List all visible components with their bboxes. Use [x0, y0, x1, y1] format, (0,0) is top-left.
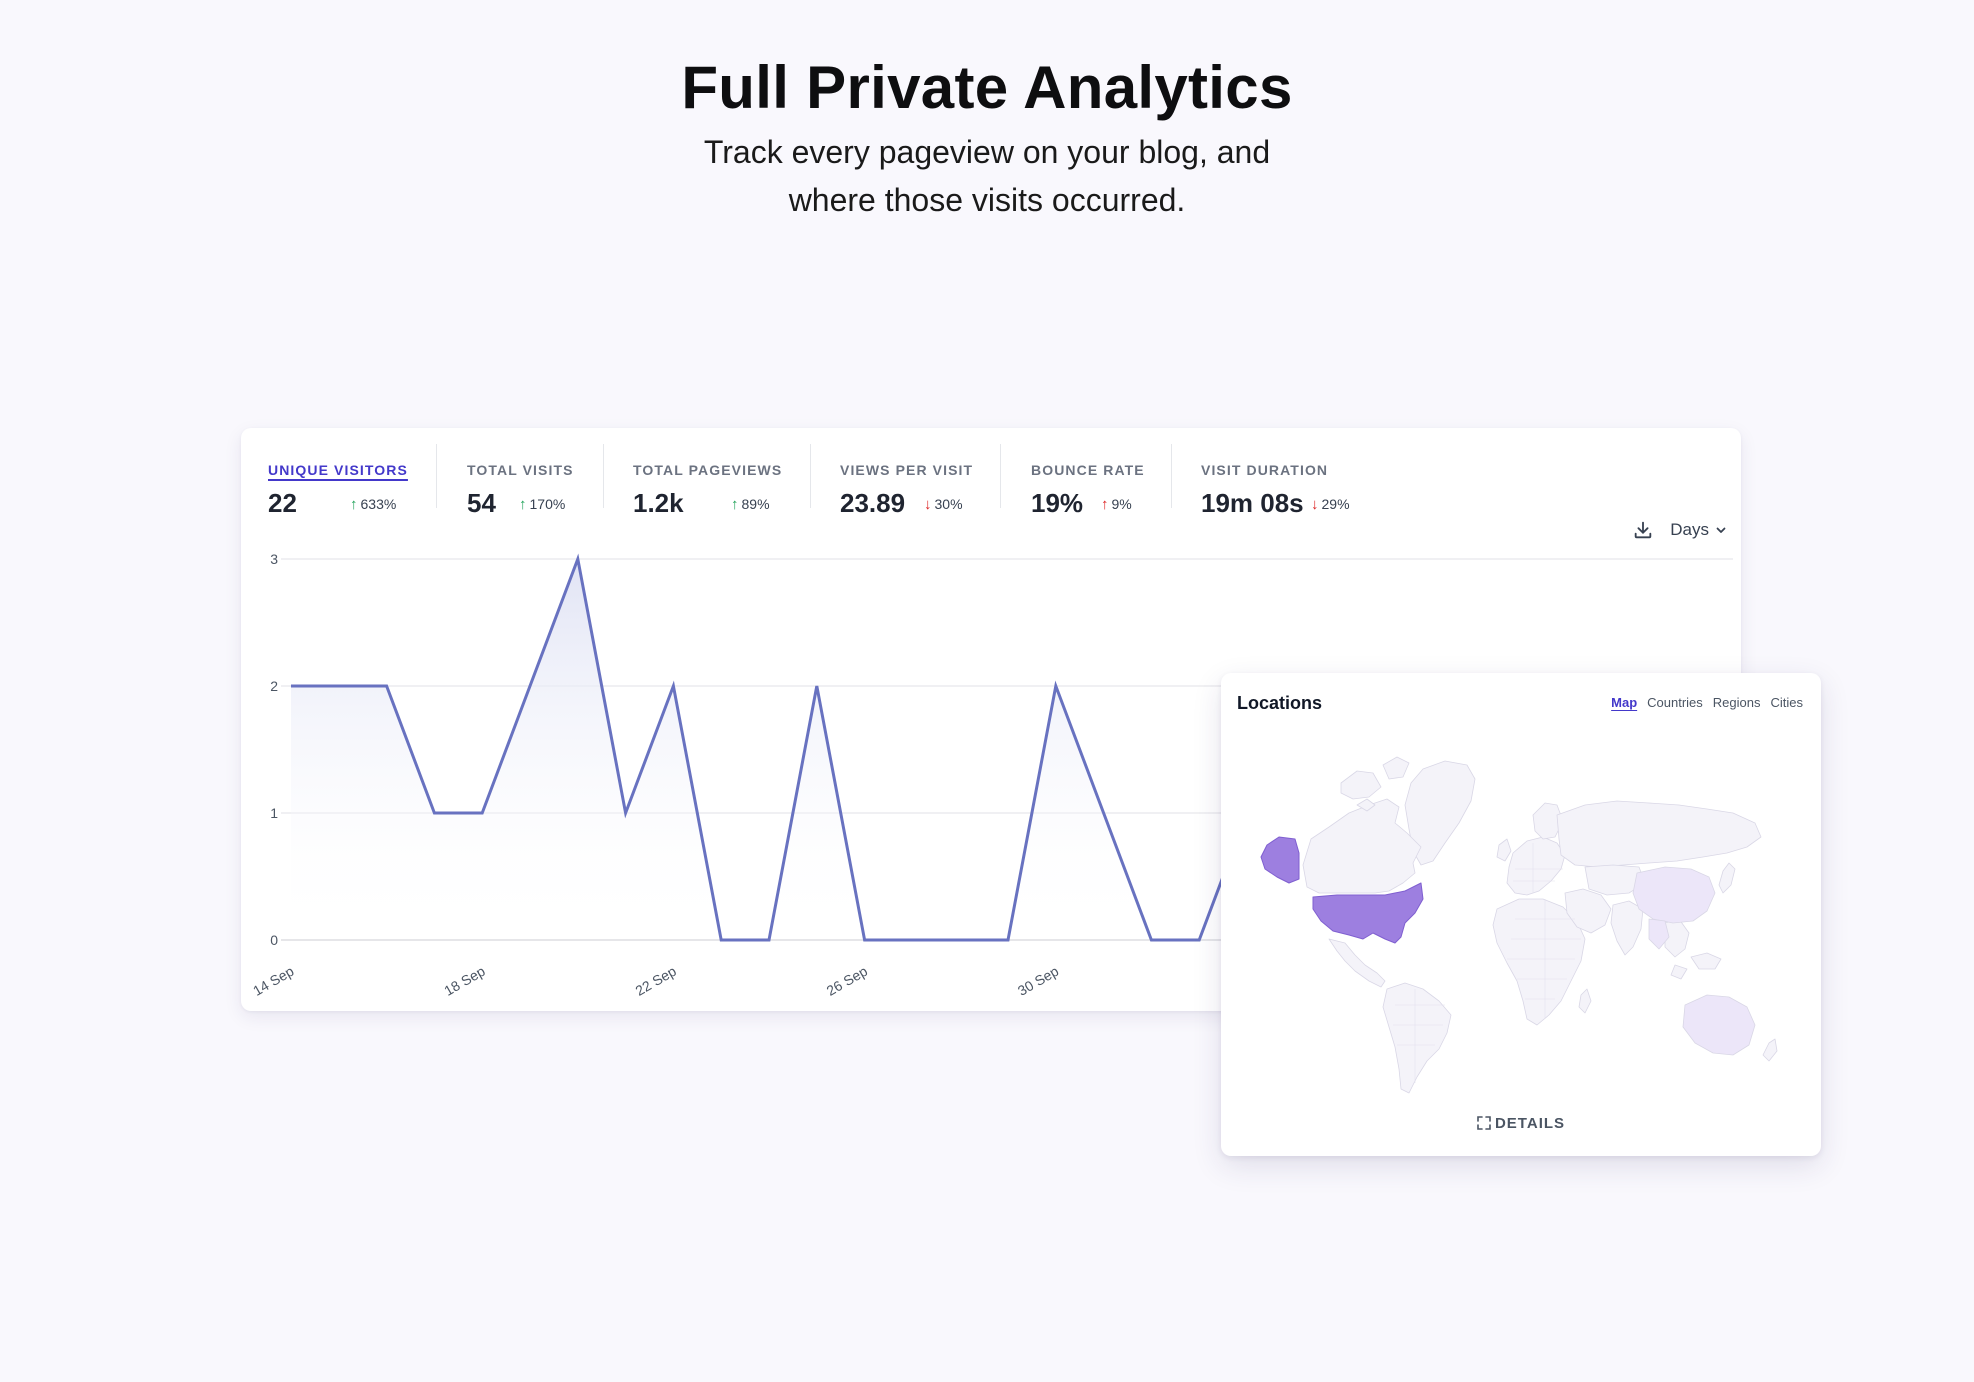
metric-value: 1.2k	[633, 488, 684, 518]
metric-value: 19%	[1031, 488, 1084, 518]
metric-change: ↑ 170%	[519, 496, 565, 513]
metric-change: ↑ 89%	[731, 496, 770, 513]
interval-label: Days	[1670, 520, 1709, 539]
map-region-africa[interactable]	[1492, 898, 1586, 1026]
map-region-madagascar[interactable]	[1578, 988, 1592, 1014]
x-axis: 14 Sep 18 Sep 22 Sep 26 Sep 30 Sep	[250, 963, 1061, 999]
arrow-up-icon: ↑	[1101, 496, 1109, 513]
metric-label: BOUNCE RATE	[1031, 462, 1145, 478]
map-region-japan[interactable]	[1718, 862, 1736, 894]
details-label: DETAILS	[1494, 1115, 1566, 1132]
tab-bounce-rate[interactable]: BOUNCE RATE 19% ↑ 9%	[1031, 446, 1151, 522]
metric-label: TOTAL VISITS	[467, 462, 574, 478]
divider	[436, 444, 437, 508]
page-subtitle: Track every pageview on your blog, and w…	[0, 128, 1974, 224]
metric-change-value: 9%	[1111, 496, 1132, 512]
map-region-middle-east[interactable]	[1564, 888, 1612, 934]
map-region-greenland[interactable]	[1404, 760, 1476, 866]
y-tick-label: 2	[270, 678, 278, 694]
map-region-russia[interactable]	[1556, 800, 1762, 868]
map-region-mexico[interactable]	[1328, 938, 1386, 988]
divider	[1000, 444, 1001, 508]
locations-tabs: Map Countries Regions Cities	[1611, 695, 1803, 710]
arrow-down-icon: ↓	[924, 496, 932, 513]
y-tick-label: 1	[270, 805, 278, 821]
map-region-new-zealand[interactable]	[1762, 1038, 1778, 1062]
metric-change-value: 633%	[360, 496, 397, 512]
x-tick-label: 30 Sep	[1015, 963, 1062, 999]
y-axis: 0 1 2 3	[270, 551, 278, 948]
metric-change: ↓ 30%	[924, 496, 963, 513]
metric-value: 54	[467, 488, 496, 518]
map-region-uk[interactable]	[1496, 838, 1512, 862]
metric-change-value: 89%	[741, 496, 770, 512]
expand-icon	[1477, 1116, 1491, 1130]
metric-change: ↑ 633%	[350, 496, 396, 513]
map-region-alaska[interactable]	[1260, 836, 1300, 884]
tab-visit-duration[interactable]: VISIT DURATION 19m 08s ↓ 29%	[1201, 446, 1381, 522]
tab-regions[interactable]: Regions	[1712, 695, 1761, 710]
arrow-down-icon: ↓	[1311, 496, 1319, 513]
x-tick-label: 18 Sep	[441, 963, 488, 999]
x-tick-label: 14 Sep	[250, 963, 297, 999]
metric-change-value: 170%	[529, 496, 566, 512]
metric-label: UNIQUE VISITORS	[268, 462, 408, 478]
divider	[810, 444, 811, 508]
metric-label: VISIT DURATION	[1201, 462, 1329, 478]
map-region-usa[interactable]	[1312, 882, 1424, 944]
map-region-south-america[interactable]	[1382, 982, 1452, 1094]
subtitle-line-1: Track every pageview on your blog, and	[703, 134, 1271, 170]
divider	[603, 444, 604, 508]
map-region-india[interactable]	[1610, 900, 1644, 956]
tab-views-per-visit[interactable]: VIEWS PER VISIT 23.89 ↓ 30%	[840, 446, 980, 522]
x-tick-label: 22 Sep	[632, 963, 679, 999]
map-region-australia[interactable]	[1682, 994, 1756, 1056]
tab-total-visits[interactable]: TOTAL VISITS 54 ↑ 170%	[467, 446, 587, 522]
world-map[interactable]	[1245, 743, 1797, 1103]
y-tick-label: 0	[270, 932, 278, 948]
arrow-up-icon: ↑	[350, 496, 358, 513]
divider	[1171, 444, 1172, 508]
tab-cities[interactable]: Cities	[1770, 695, 1803, 710]
tab-countries[interactable]: Countries	[1647, 695, 1703, 710]
y-tick-label: 3	[270, 551, 278, 567]
tab-unique-visitors[interactable]: UNIQUE VISITORS 22 ↑ 633%	[268, 446, 408, 522]
metric-value: 22	[268, 488, 297, 518]
metric-tabs: UNIQUE VISITORS 22 ↑ 633% TOTAL VISITS 54…	[241, 428, 1741, 528]
interval-picker[interactable]: Days	[1670, 520, 1727, 540]
locations-title: Locations	[1237, 693, 1323, 713]
metric-change-value: 29%	[1321, 496, 1350, 512]
metric-change-value: 30%	[934, 496, 963, 512]
download-icon[interactable]	[1632, 519, 1654, 541]
tab-total-pageviews[interactable]: TOTAL PAGEVIEWS 1.2k ↑ 89%	[633, 446, 783, 522]
page-title: Full Private Analytics	[681, 54, 1293, 121]
metric-label: TOTAL PAGEVIEWS	[633, 462, 783, 478]
arrow-up-icon: ↑	[731, 496, 739, 513]
metric-change: ↑ 9%	[1101, 496, 1132, 513]
metric-label: VIEWS PER VISIT	[840, 462, 974, 478]
subtitle-line-2: where those visits occurred.	[788, 182, 1186, 218]
map-region-indochina[interactable]	[1648, 918, 1670, 950]
map-region-arctic-islands[interactable]	[1340, 756, 1410, 812]
chart-controls: Days	[1632, 516, 1727, 544]
metric-change: ↓ 29%	[1311, 496, 1350, 513]
map-region-china[interactable]	[1632, 866, 1716, 924]
map-region-canada[interactable]	[1302, 798, 1422, 894]
metric-value: 23.89	[840, 488, 906, 518]
tab-map[interactable]: Map	[1611, 695, 1638, 710]
details-button[interactable]: DETAILS	[1221, 1115, 1821, 1132]
metric-value: 19m 08s	[1201, 488, 1304, 518]
locations-card: Locations Map Countries Regions Cities	[1221, 673, 1821, 1156]
map-region-southeast-asia[interactable]	[1664, 918, 1722, 980]
arrow-up-icon: ↑	[519, 496, 527, 513]
map-region-europe[interactable]	[1506, 836, 1566, 896]
x-tick-label: 26 Sep	[824, 963, 871, 999]
chevron-down-icon	[1716, 527, 1726, 533]
hero: Full Private Analytics Track every pagev…	[0, 52, 1974, 224]
